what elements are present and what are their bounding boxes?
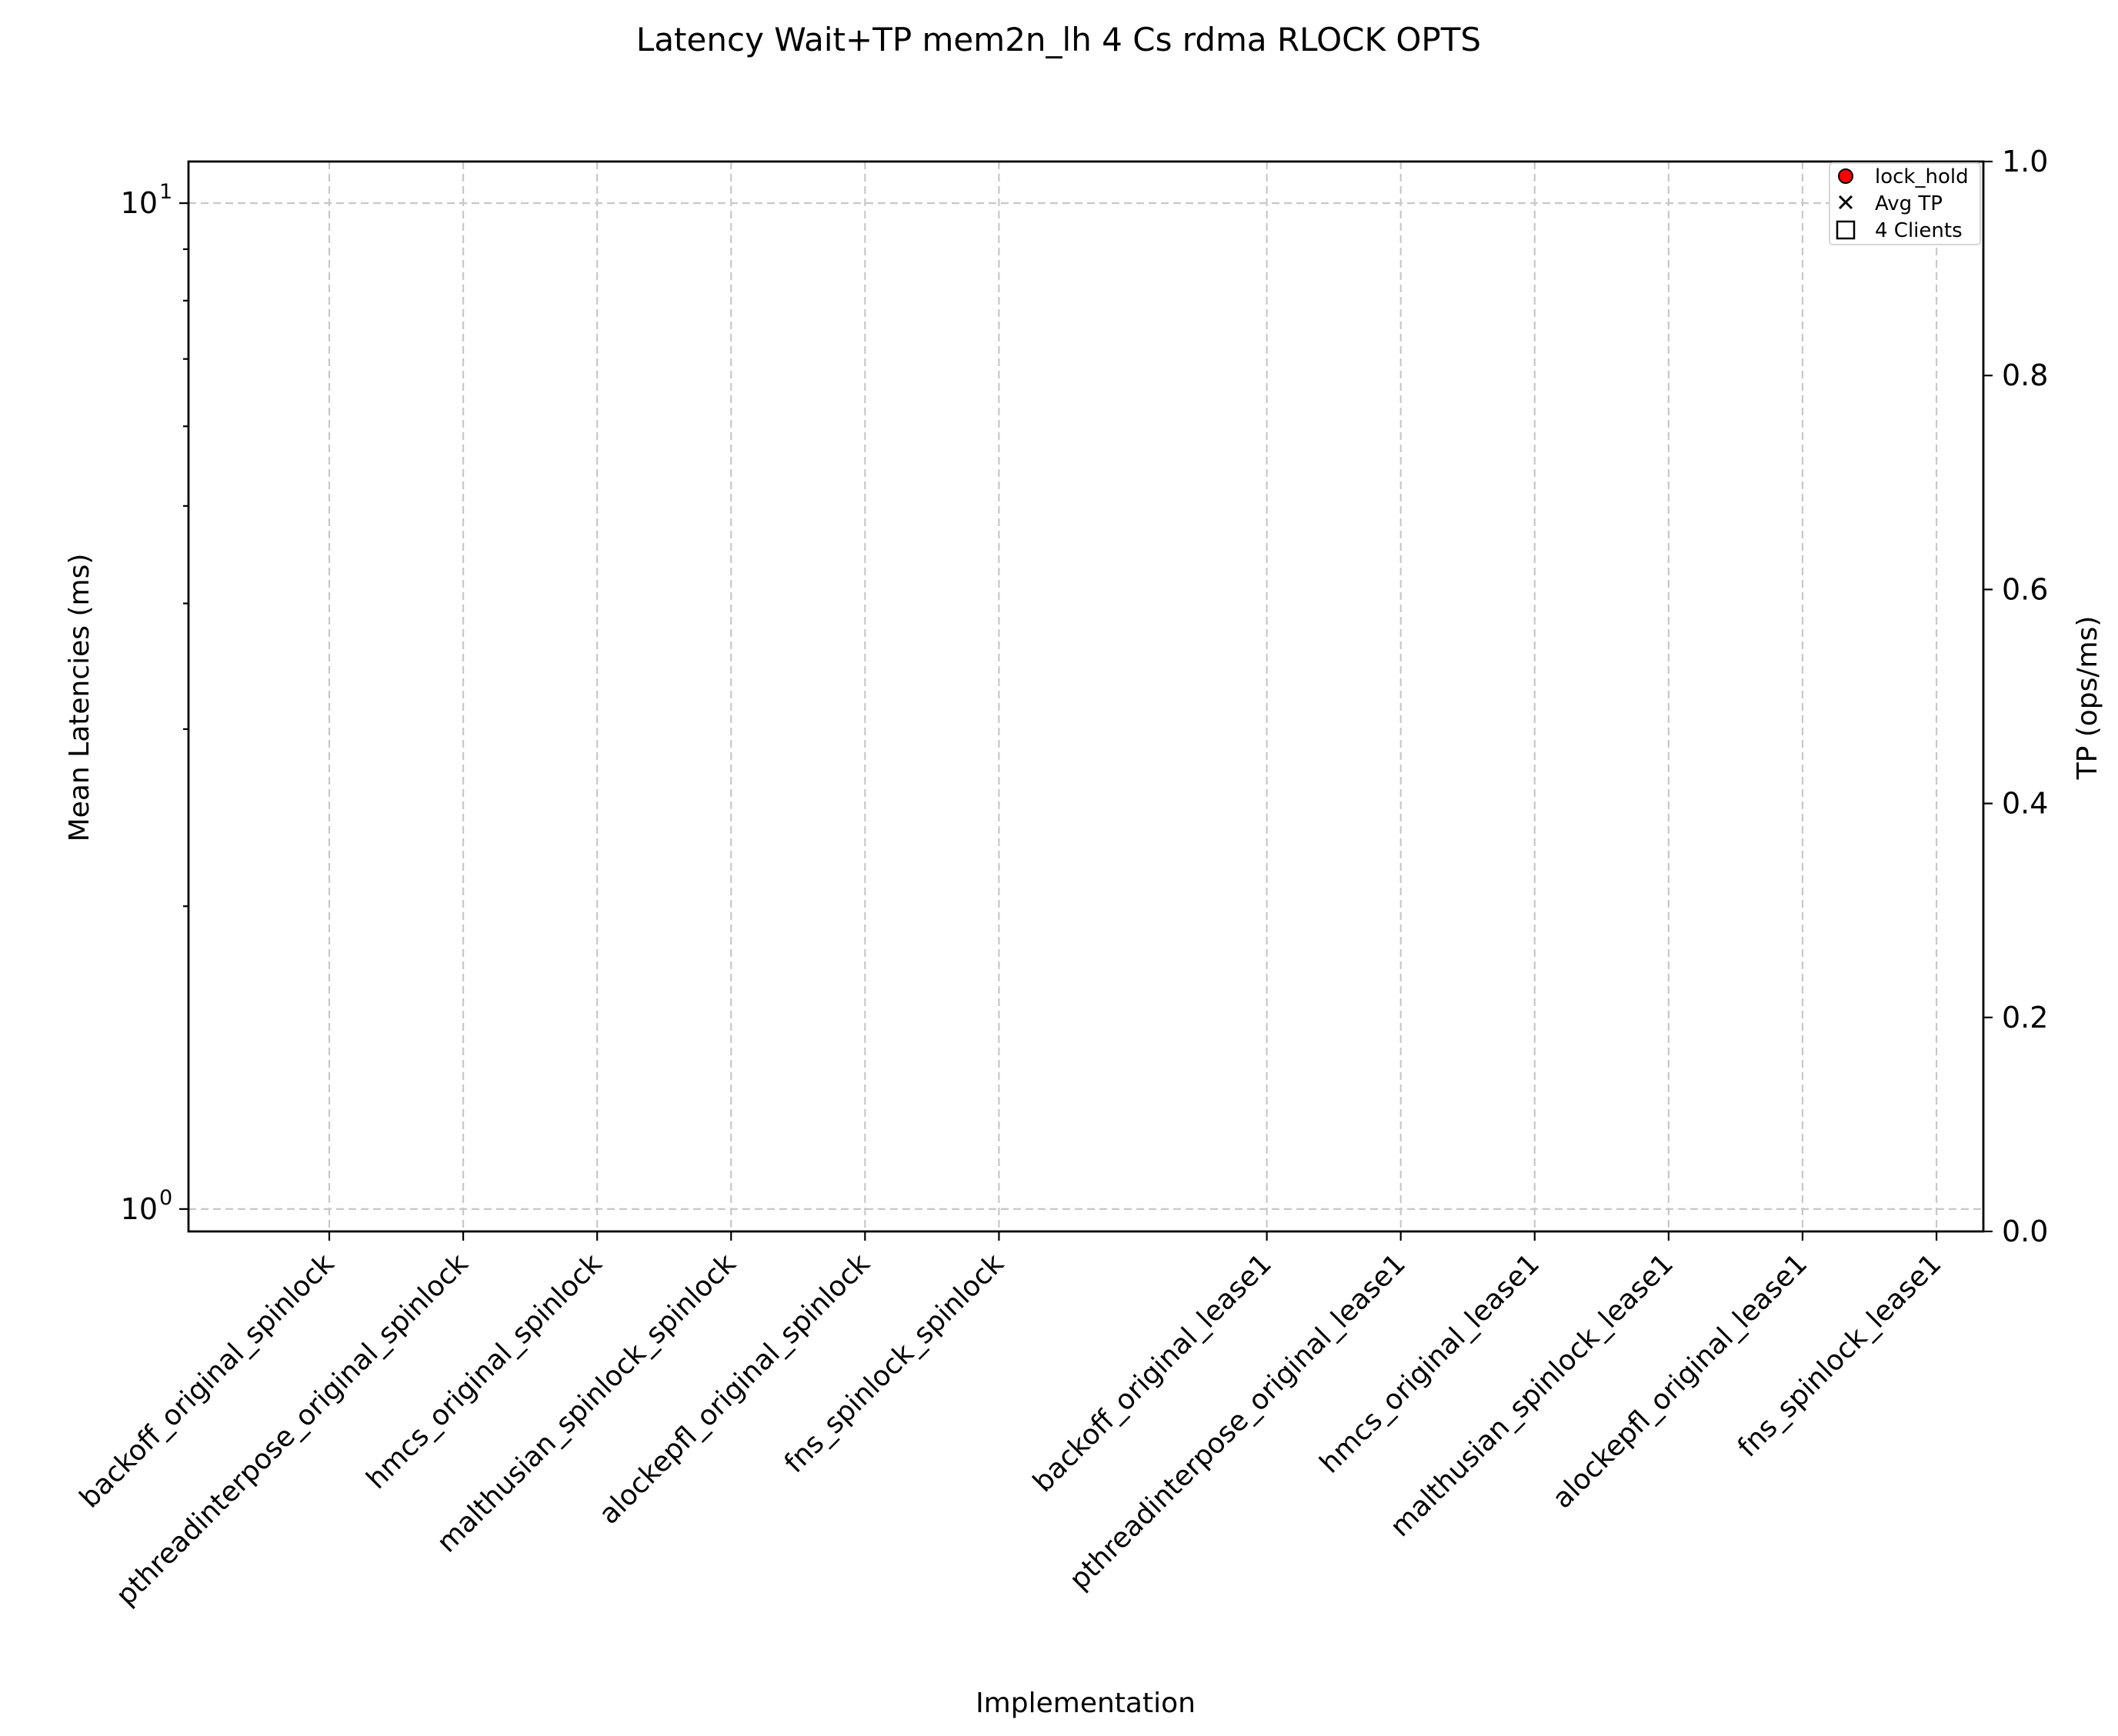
legend-avg-tp-label: Avg TP [1875, 192, 1943, 215]
x-tick-label: malthusian_spinlock_lease1 [1385, 1248, 1680, 1543]
y2-tick-label: 0.2 [2002, 1001, 2048, 1035]
x-tick-label: malthusian_spinlock_spinlock [431, 1248, 742, 1558]
x-axis-label: Implementation [976, 1688, 1196, 1719]
legend-clients-marker [1836, 220, 1856, 240]
legend: lock_hold Avg TP 4 Clients [1829, 162, 1981, 245]
y2-tick-label: 0.4 [2002, 787, 2048, 821]
legend-clients-label: 4 Clients [1875, 219, 1963, 242]
y-tick-label: 10 [121, 1192, 158, 1226]
legend-lock-hold-label: lock_hold [1875, 165, 1969, 188]
y2-tick-label: 0.6 [2002, 572, 2048, 606]
legend-box [1829, 162, 1981, 245]
x-tick-label: backoff_original_lease1 [1027, 1248, 1278, 1498]
x-tick-label: fns_spinlock_spinlock [779, 1248, 1010, 1479]
chart-title: Latency Wait+TP mem2n_lh 4 Cs rdma RLOCK… [636, 21, 1481, 58]
legend-lock-hold-marker [1838, 168, 1853, 184]
y-tick-exponent: 1 [159, 180, 172, 204]
y2-tick-label: 0.0 [2002, 1215, 2048, 1248]
x-tick-label: alockepfl_original_spinlock [593, 1248, 876, 1531]
x-tick-label: backoff_original_spinlock [74, 1248, 340, 1514]
y-tick-exponent: 0 [159, 1186, 172, 1210]
plot-area-frame [187, 160, 1985, 1233]
x-tick-label: alockepfl_original_lease1 [1546, 1248, 1813, 1514]
grid-lines [188, 162, 1983, 1231]
x-tick-label: hmcs_original_lease1 [1314, 1248, 1546, 1479]
y2-axis-ticks: 0.0 0.2 0.4 0.6 0.8 1.0 [1983, 145, 2048, 1248]
y-tick-label: 10 [121, 186, 158, 220]
x-axis-ticks: backoff_original_spinlockpthreadinterpos… [74, 1231, 1947, 1612]
y-axis-label: Mean Latencies (ms) [64, 554, 95, 842]
x-tick-label: hmcs_original_spinlock [361, 1248, 609, 1495]
y2-tick-label: 1.0 [2002, 145, 2048, 178]
y2-tick-label: 0.8 [2002, 358, 2048, 392]
y2-axis-label: TP (ops/ms) [2072, 616, 2103, 781]
legend-avg-tp-marker [1838, 195, 1853, 210]
